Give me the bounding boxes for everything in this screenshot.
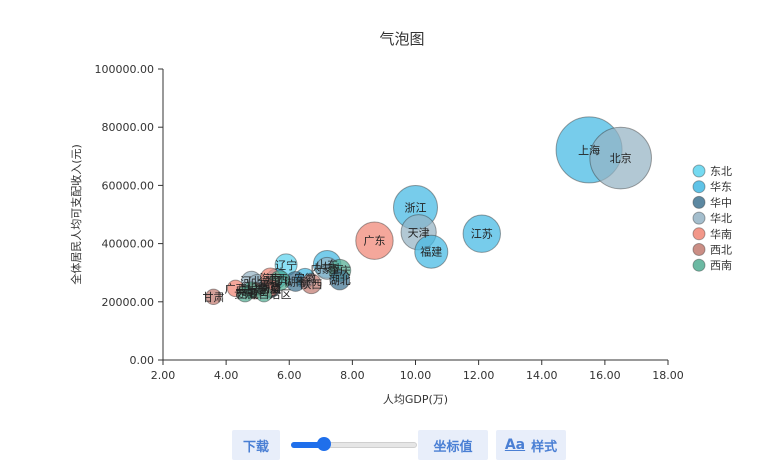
legend-marker <box>692 211 706 225</box>
bubble-label: 云南 <box>240 284 262 297</box>
x-tick-label: 16.00 <box>589 369 621 382</box>
bubble-label: 西藏自治区 <box>237 287 292 301</box>
bubble-label: 江苏 <box>471 228 493 241</box>
bubble-label: 山西 <box>247 278 269 291</box>
x-tick-label: 10.00 <box>400 369 432 382</box>
bubble-label: 贵州 <box>234 288 256 301</box>
x-tick-label: 6.00 <box>277 369 302 382</box>
coordinate-value-label: 坐标值 <box>433 439 473 455</box>
bubble-label: 北京 <box>610 151 632 165</box>
download-button[interactable]: 下载 <box>232 430 280 460</box>
bubble-label: 青海 <box>244 284 266 298</box>
bubble-point <box>205 288 222 306</box>
bubble-point <box>255 286 273 303</box>
coordinate-value-button[interactable]: 坐标值 <box>418 430 488 460</box>
bubble-label: 山东 <box>316 258 338 271</box>
bubble-point <box>355 221 394 260</box>
bubble-label: 天津 <box>408 226 430 239</box>
bubble-label: 辽宁 <box>275 258 297 272</box>
slider-knob[interactable] <box>316 437 331 451</box>
legend-label: 西南 <box>710 259 732 272</box>
legend-marker <box>692 195 706 209</box>
legend-marker <box>692 258 706 272</box>
bubble-label: 浙江 <box>405 202 427 215</box>
x-tick-label: 8.00 <box>340 369 365 382</box>
legend-marker <box>692 180 706 194</box>
bubble-label: 湖南 <box>285 275 307 288</box>
bubble-label: 广西 <box>225 282 247 295</box>
bubble-point <box>462 214 501 253</box>
bubble-label: 新疆 <box>259 281 281 295</box>
font-style-icon: Aa <box>504 437 526 453</box>
legend-label: 华东 <box>710 180 732 194</box>
legend-marker <box>692 227 706 241</box>
y-axis-label: 全体居民人均可支配收入(元) <box>69 144 83 285</box>
x-tick-label: 12.00 <box>463 369 495 382</box>
x-axis-label: 人均GDP(万) <box>383 393 448 406</box>
legend-label: 华南 <box>710 227 732 241</box>
style-label: 样式 <box>531 439 558 455</box>
bubble-label: 福建 <box>420 245 442 259</box>
bubble-label: 海南 <box>259 271 281 285</box>
y-tick-label: 20000.00 <box>102 296 155 309</box>
bubble-label: 内蒙古 <box>311 261 344 275</box>
y-tick-label: 80000.00 <box>102 121 155 134</box>
bubble-point <box>300 273 322 295</box>
x-tick-label: 14.00 <box>526 369 558 382</box>
bubble-point <box>414 234 449 269</box>
bubble-label: 上海 <box>578 143 600 157</box>
bubble-label: 湖北 <box>329 274 351 287</box>
y-tick-label: 100000.00 <box>95 63 155 76</box>
bubble-label: 重庆 <box>329 263 351 277</box>
x-tick-label: 2.00 <box>151 369 176 382</box>
style-button[interactable]: Aa 样式 <box>496 430 566 460</box>
bubble-point <box>589 126 652 190</box>
size-slider[interactable] <box>291 437 417 451</box>
bubble-label: 河北 <box>240 275 262 288</box>
legend-label: 华北 <box>710 211 732 225</box>
bubble-label: 四川 <box>269 275 291 288</box>
x-tick-label: 4.00 <box>214 369 239 382</box>
bubble-label: 江西 <box>266 273 288 286</box>
bubble-label: 广东 <box>363 235 385 248</box>
legend-marker <box>692 243 706 256</box>
bubble-point <box>329 269 351 291</box>
legend-label: 华中 <box>710 195 732 209</box>
bubble-label: 陕西 <box>300 277 322 291</box>
bubble-label: 安徽 <box>294 271 316 285</box>
download-label: 下载 <box>242 439 269 455</box>
y-tick-label: 0.00 <box>130 354 155 367</box>
legend-marker <box>692 164 706 178</box>
bubble-label: 河南 <box>259 282 281 295</box>
x-tick-label: 18.00 <box>652 369 684 382</box>
legend-label: 东北 <box>710 165 732 178</box>
bubble-label: 甘肃 <box>203 291 225 304</box>
legend-label: 西北 <box>710 244 732 257</box>
bubble-point <box>236 284 254 303</box>
chart-title: 气泡图 <box>379 30 424 48</box>
bubble-label: 宁夏 <box>259 282 281 296</box>
y-tick-label: 60000.00 <box>102 179 155 192</box>
y-tick-label: 40000.00 <box>102 238 155 251</box>
slider-fill <box>291 442 327 448</box>
